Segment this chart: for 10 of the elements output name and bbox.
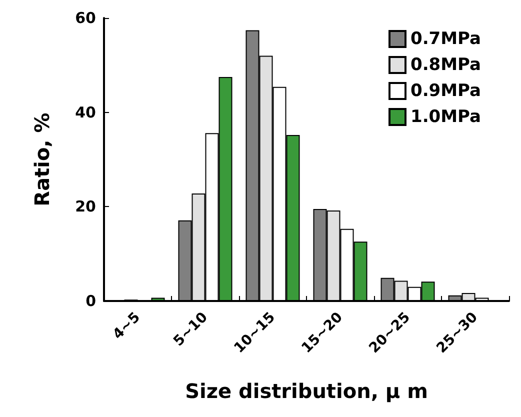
y-tick-label: 0 <box>86 292 96 310</box>
legend-label: 0.7MPa <box>410 29 482 49</box>
x-axis-title: Size distribution, μ m <box>185 379 428 403</box>
y-axis-title: Ratio, % <box>30 112 54 206</box>
legend-label: 0.8MPa <box>410 55 482 75</box>
legend-label: 1.0MPa <box>410 107 482 127</box>
y-tick-label: 40 <box>75 103 96 122</box>
legend-label: 0.9MPa <box>410 81 482 101</box>
y-tick-label: 60 <box>75 9 96 27</box>
y-tick-label: 20 <box>75 198 96 216</box>
